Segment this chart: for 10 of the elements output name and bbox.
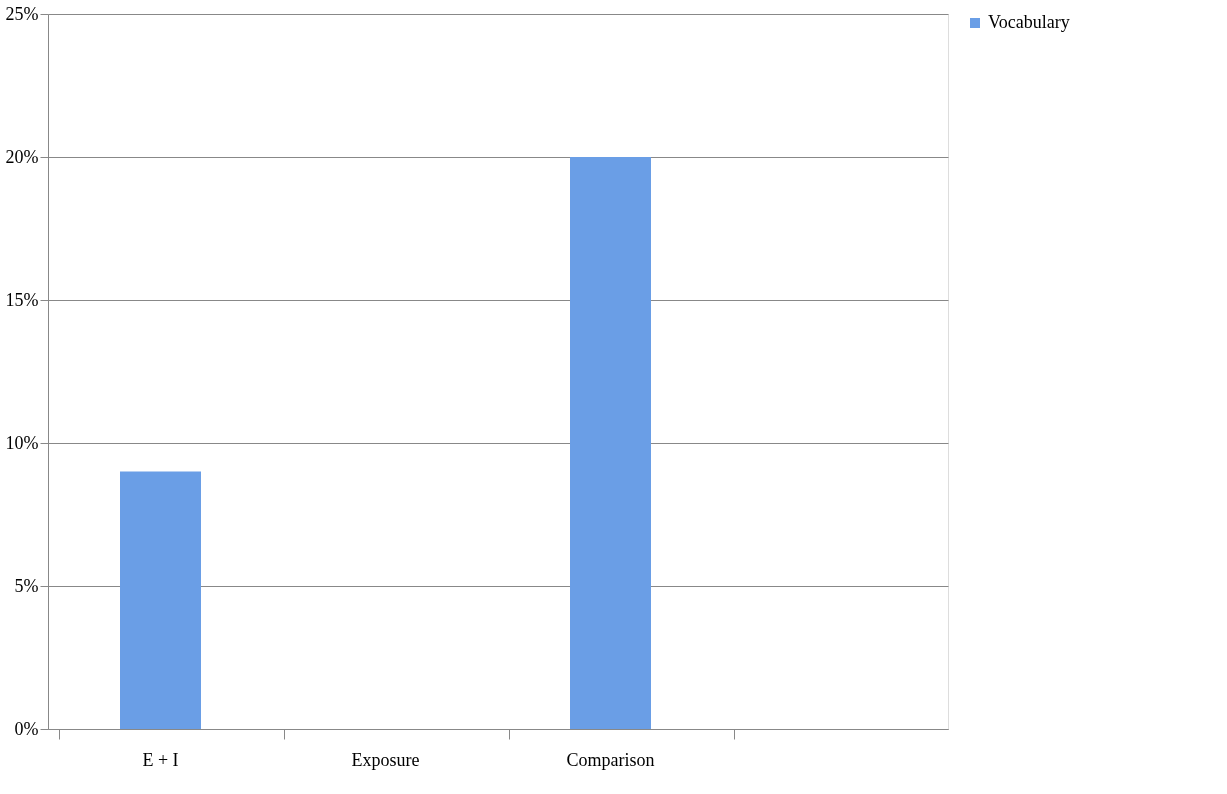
y-tick-label: 20% bbox=[5, 146, 39, 167]
y-tick-label: 10% bbox=[5, 432, 39, 453]
x-tick-label: E + I bbox=[142, 749, 179, 770]
y-tick-label: 25% bbox=[5, 3, 39, 24]
y-tick-label: 0% bbox=[14, 718, 39, 739]
legend-label: Vocabulary bbox=[988, 12, 1070, 32]
y-tick-label: 15% bbox=[5, 289, 39, 310]
x-tick-label: Exposure bbox=[351, 749, 420, 770]
y-tick-label: 5% bbox=[14, 575, 39, 596]
x-tick-label: Comparison bbox=[566, 749, 655, 770]
